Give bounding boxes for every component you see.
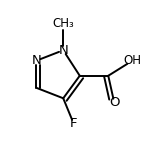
Text: O: O: [109, 96, 120, 109]
Text: N: N: [58, 44, 68, 57]
Text: OH: OH: [123, 54, 141, 67]
Text: F: F: [70, 117, 77, 130]
Text: N: N: [31, 54, 41, 67]
Text: CH₃: CH₃: [52, 17, 74, 30]
